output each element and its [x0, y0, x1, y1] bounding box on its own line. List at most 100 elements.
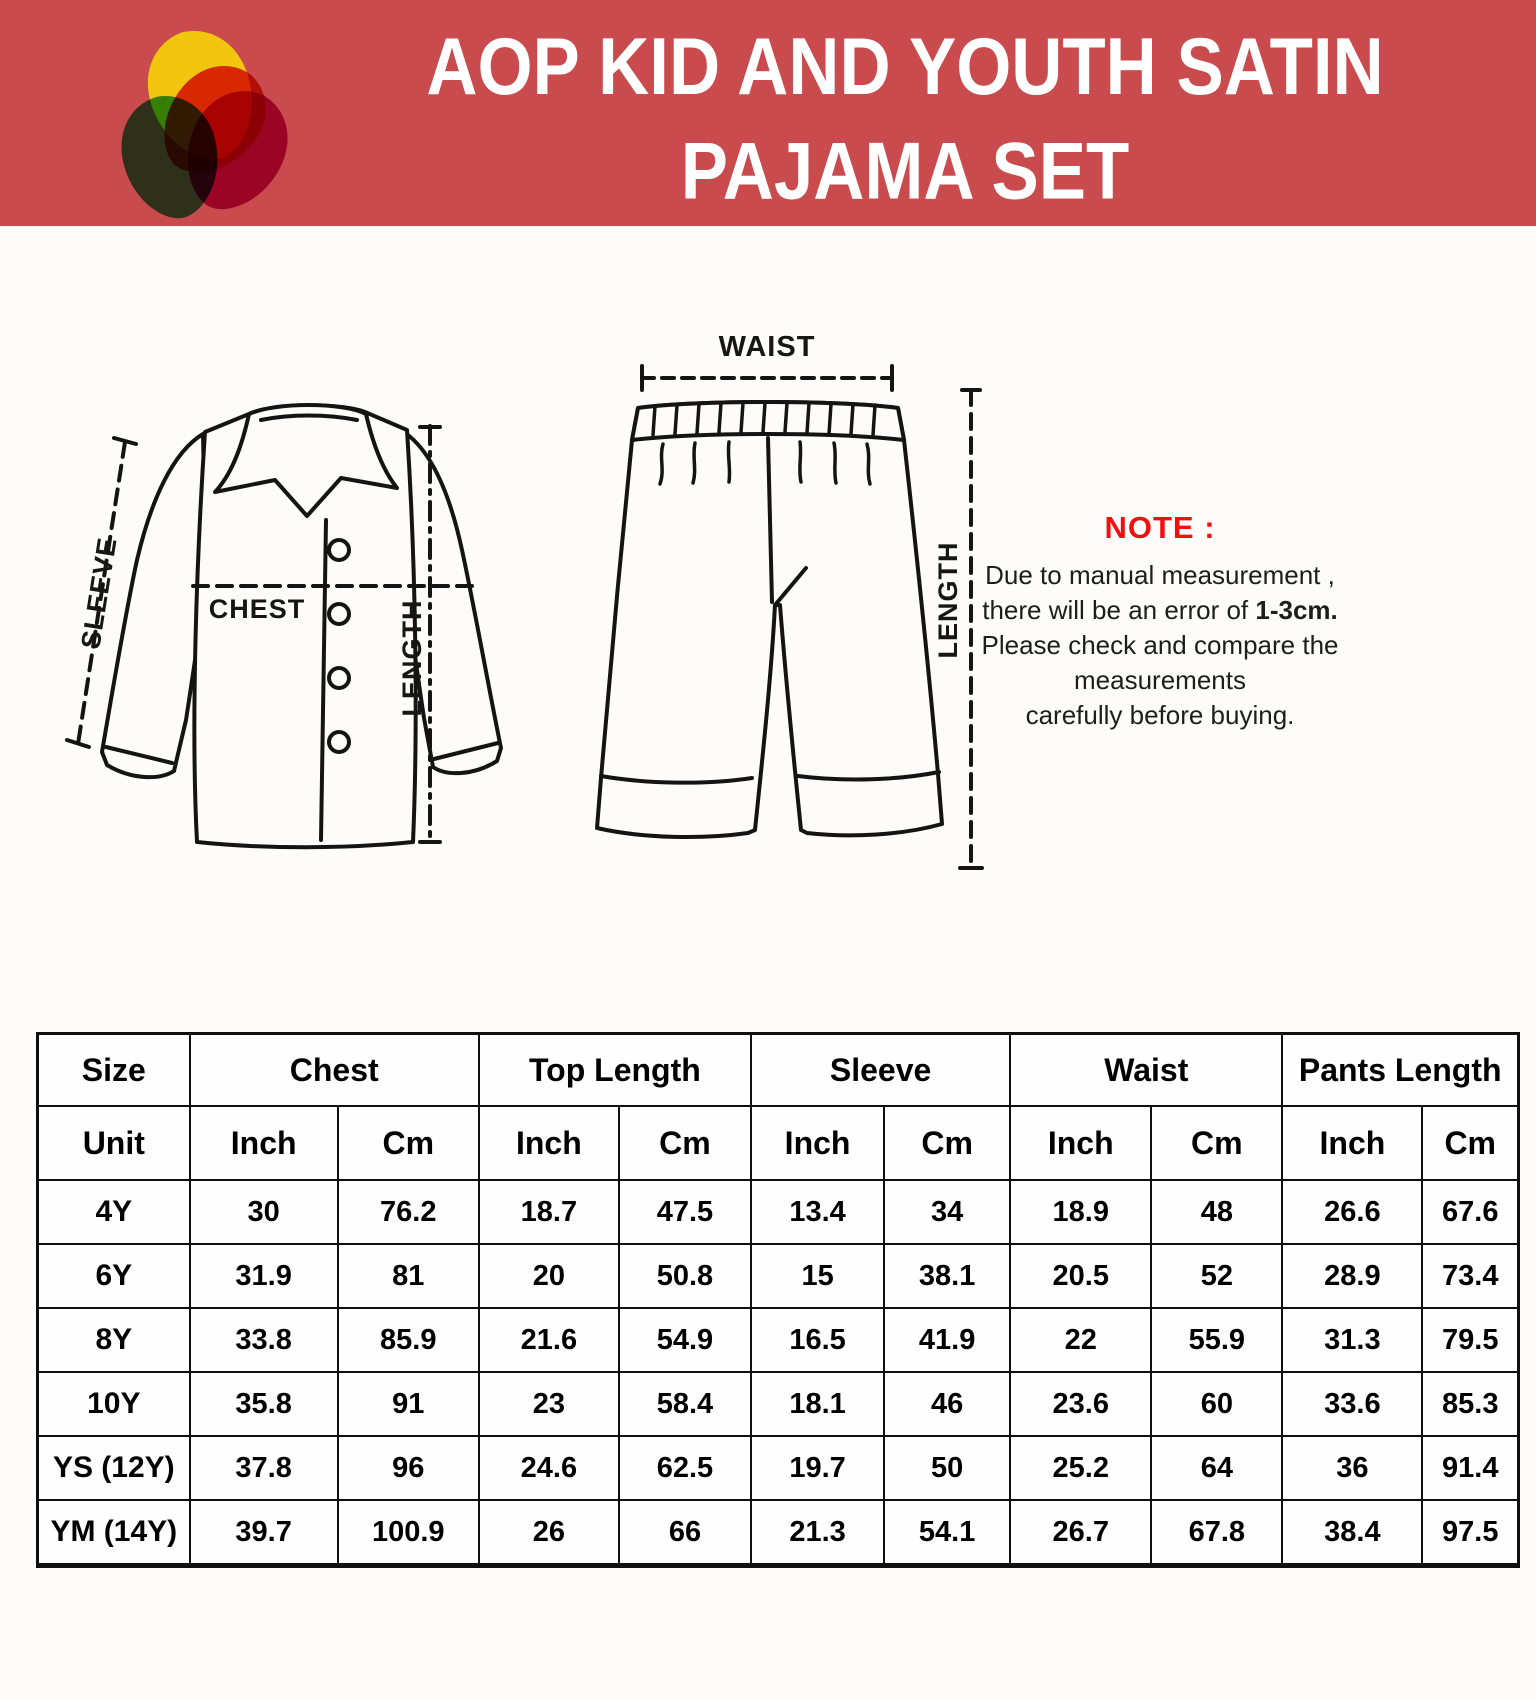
- value-cell: 48: [1150, 1179, 1284, 1245]
- value-cell: 62.5: [617, 1435, 753, 1501]
- value-cell: 22: [1009, 1307, 1153, 1373]
- shirt-button: [327, 538, 351, 562]
- pants-length-measure-ticks: [958, 388, 984, 870]
- pants-waistband: [630, 400, 906, 442]
- value-cell: 38.4: [1281, 1499, 1424, 1567]
- table-row-8y: 8Y 33.8 85.9 21.6 54.9 16.5 41.9 22 55.9…: [36, 1307, 1520, 1373]
- value-cell: 25.2: [1009, 1435, 1153, 1501]
- waistband-elastic-lines: [651, 401, 877, 437]
- size-cell: 10Y: [36, 1371, 191, 1437]
- value-cell: 23.6: [1009, 1371, 1153, 1437]
- value-cell: 23: [477, 1371, 620, 1437]
- value-cell: 97.5: [1421, 1499, 1520, 1567]
- value-cell: 100.9: [336, 1499, 480, 1567]
- top-length-label: LENGTH: [397, 600, 427, 717]
- size-cell: YM (14Y): [36, 1499, 191, 1567]
- value-cell: 20: [477, 1243, 620, 1309]
- value-cell: 21.6: [477, 1307, 620, 1373]
- shirt-right-cuff-line: [432, 741, 500, 761]
- value-cell: 66: [617, 1499, 753, 1567]
- table-row-4y: 4Y 30 76.2 18.7 47.5 13.4 34 18.9 48 26.…: [36, 1179, 1520, 1245]
- value-cell: 96: [336, 1435, 480, 1501]
- size-cell: 8Y: [36, 1307, 191, 1373]
- shirt-placket-line: [319, 518, 328, 842]
- sleeve-label: SLEEVE: [75, 535, 122, 651]
- note-line-3: Please check and compare the measurement…: [981, 630, 1339, 695]
- unit-cell: Unit: [36, 1105, 191, 1181]
- header-banner: AOP KID AND YOUTH SATIN PAJAMA SET: [0, 0, 1536, 226]
- pajama-top-diagram: CHEST SLEEVE LENGTH: [65, 403, 503, 850]
- note-line-1: Due to manual measurement ,: [985, 560, 1335, 590]
- unit-cell: Cm: [336, 1105, 480, 1181]
- waist-measure-ticks: [640, 364, 894, 392]
- unit-cell: Inch: [1281, 1105, 1424, 1181]
- value-cell: 24.6: [477, 1435, 620, 1501]
- value-cell: 85.9: [336, 1307, 480, 1373]
- value-cell: 50.8: [617, 1243, 753, 1309]
- value-cell: 91: [336, 1371, 480, 1437]
- col-header-pants-length: Pants Length: [1281, 1032, 1520, 1107]
- brand-logo-icon: [111, 18, 305, 222]
- sleeve-measure-ticks: [65, 436, 138, 749]
- value-cell: 19.7: [749, 1435, 886, 1501]
- pants-right-cuff-line: [796, 770, 941, 782]
- value-cell: 73.4: [1421, 1243, 1520, 1309]
- unit-cell: Inch: [749, 1105, 886, 1181]
- value-cell: 64: [1150, 1435, 1284, 1501]
- value-cell: 81: [336, 1243, 480, 1309]
- sleeve-measure-line: [76, 440, 127, 746]
- waist-label: WAIST: [719, 331, 816, 363]
- value-cell: 85.3: [1421, 1371, 1520, 1437]
- col-header-chest: Chest: [188, 1032, 480, 1107]
- chest-label: CHEST: [209, 594, 306, 624]
- value-cell: 18.9: [1009, 1179, 1153, 1245]
- value-cell: 91.4: [1421, 1435, 1520, 1501]
- note-block: NOTE : Due to manual measurement , there…: [898, 510, 1422, 733]
- shirt-left-sleeve: [100, 432, 208, 780]
- col-header-top-length: Top Length: [477, 1032, 753, 1107]
- size-cell: 4Y: [36, 1179, 191, 1245]
- top-length-measure-ticks: [418, 425, 442, 844]
- note-line-2-text: there will be an error of: [982, 595, 1256, 625]
- value-cell: 36: [1281, 1435, 1424, 1501]
- shirt-left-cuff-line: [104, 745, 174, 765]
- value-cell: 79.5: [1421, 1307, 1520, 1373]
- value-cell: 26.6: [1281, 1179, 1424, 1245]
- unit-cell: Inch: [477, 1105, 620, 1181]
- value-cell: 33.6: [1281, 1371, 1424, 1437]
- value-cell: 41.9: [883, 1307, 1012, 1373]
- value-cell: 18.1: [749, 1371, 886, 1437]
- value-cell: 54.9: [617, 1307, 753, 1373]
- value-cell: 26: [477, 1499, 620, 1567]
- value-cell: 21.3: [749, 1499, 886, 1567]
- value-cell: 31.9: [188, 1243, 339, 1309]
- value-cell: 13.4: [749, 1179, 886, 1245]
- value-cell: 46: [883, 1371, 1012, 1437]
- value-cell: 50: [883, 1435, 1012, 1501]
- shirt-button: [327, 666, 351, 690]
- unit-cell: Cm: [1421, 1105, 1520, 1181]
- size-table: Size Chest Top Length Sleeve Waist Pants…: [36, 1032, 1520, 1568]
- pants-length-label: LENGTH: [933, 542, 963, 659]
- value-cell: 18.7: [477, 1179, 620, 1245]
- page-title: AOP KID AND YOUTH SATIN PAJAMA SET: [328, 16, 1482, 225]
- pants-left-cuff-line: [599, 774, 754, 785]
- value-cell: 26.7: [1009, 1499, 1153, 1567]
- value-cell: 37.8: [188, 1435, 339, 1501]
- note-line-2: there will be an error of 1-3cm.: [898, 593, 1422, 628]
- note-heading: NOTE :: [1104, 510, 1216, 545]
- page-title-line1: AOP KID AND YOUTH SATIN: [426, 22, 1384, 112]
- size-cell: 6Y: [36, 1243, 191, 1309]
- unit-cell: Cm: [883, 1105, 1012, 1181]
- pajama-pants-diagram: WAIST LENGTH: [595, 331, 984, 870]
- waist-wrinkle-lines: [658, 440, 872, 486]
- shirt-button: [327, 602, 351, 626]
- value-cell: 34: [883, 1179, 1012, 1245]
- value-cell: 67.6: [1421, 1179, 1520, 1245]
- unit-cell: Inch: [1009, 1105, 1153, 1181]
- value-cell: 28.9: [1281, 1243, 1424, 1309]
- value-cell: 47.5: [617, 1179, 753, 1245]
- shirt-button: [327, 730, 351, 754]
- col-header-sleeve: Sleeve: [749, 1032, 1012, 1107]
- table-row-ys-12y: YS (12Y) 37.8 96 24.6 62.5 19.7 50 25.2 …: [36, 1435, 1520, 1501]
